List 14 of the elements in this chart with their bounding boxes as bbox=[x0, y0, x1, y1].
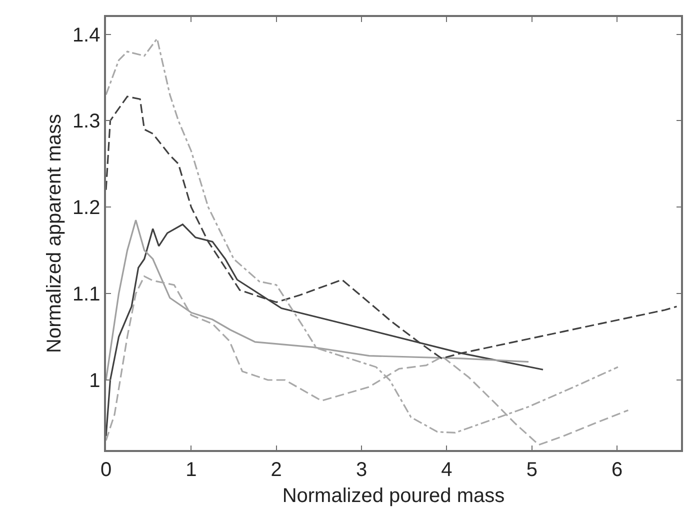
y-tick-label: 1 bbox=[89, 370, 100, 392]
x-tick-label: 5 bbox=[526, 458, 538, 481]
y-tick-label: 1.4 bbox=[72, 24, 100, 46]
x-tick-label: 3 bbox=[356, 458, 368, 481]
x-tick-label: 0 bbox=[100, 458, 112, 481]
x-axis-title: Normalized poured mass bbox=[282, 484, 505, 507]
x-tick-label: 2 bbox=[270, 458, 282, 481]
y-axis-title: Normalized apparent mass bbox=[43, 114, 66, 353]
y-tick-label: 1.2 bbox=[72, 197, 100, 220]
x-tick-label: 1 bbox=[186, 458, 197, 481]
y-tick-label: 1.1 bbox=[72, 284, 100, 306]
x-tick-label: 4 bbox=[441, 458, 452, 481]
x-tick-label: 6 bbox=[612, 458, 623, 481]
y-tick-label: 1.3 bbox=[72, 110, 100, 133]
